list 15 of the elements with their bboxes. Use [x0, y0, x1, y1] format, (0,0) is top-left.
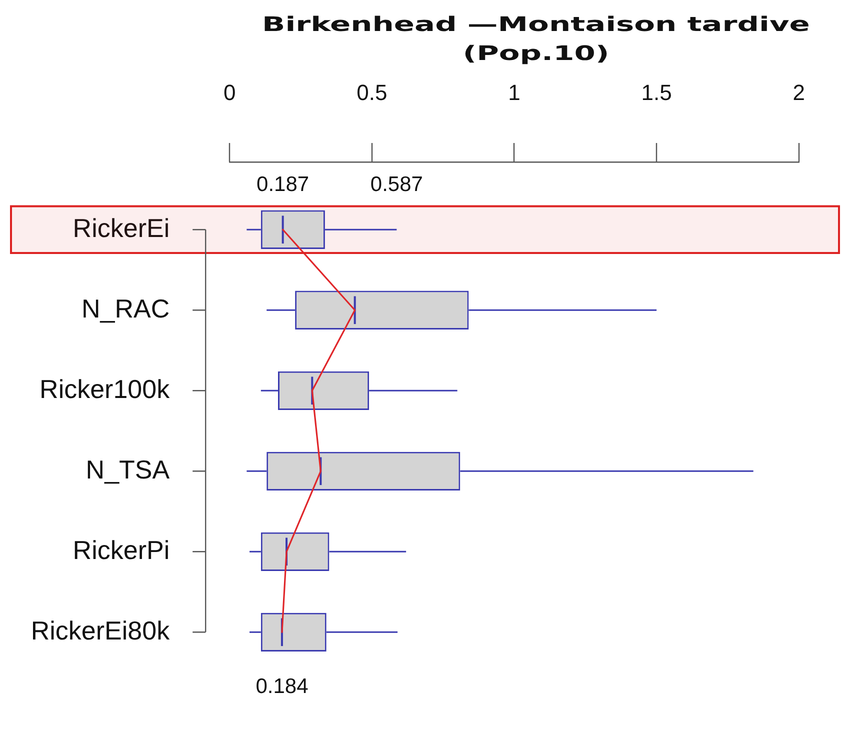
y-tick-label: RickerEi [72, 212, 170, 243]
y-tick-label: RickerPi [72, 534, 170, 565]
annotation: 0.187 [256, 172, 310, 196]
x-tick-label: 2 [792, 80, 806, 105]
chart-title: Birkenhead —Montaison tardive (Pop.10) [261, 11, 811, 67]
annotation: 0.587 [370, 172, 423, 196]
x-tick-label: 0.5 [356, 80, 388, 105]
annotation: 0.184 [256, 674, 309, 698]
y-tick-label: Ricker100k [40, 374, 171, 404]
x-tick-label: 1 [508, 80, 520, 105]
x-tick-label: 0 [223, 80, 236, 105]
y-tick-label: N_RAC [81, 293, 170, 324]
x-tick-label: 1.5 [641, 80, 672, 105]
y-tick-label: N_TSA [86, 454, 170, 484]
y-tick-label: RickerEi80k [30, 615, 171, 646]
